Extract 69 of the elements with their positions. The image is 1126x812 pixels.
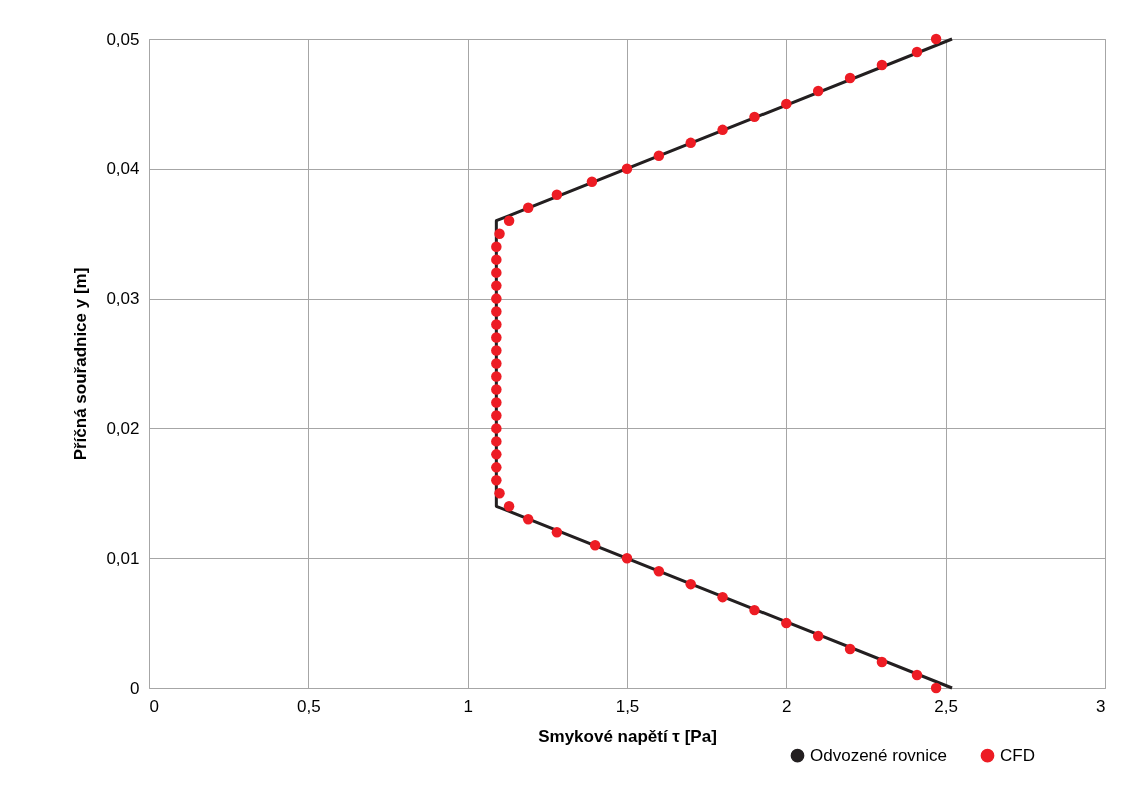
point — [876, 59, 888, 71]
point — [911, 46, 923, 58]
point — [930, 682, 942, 694]
point — [491, 293, 502, 304]
x-tick-label: 1 — [463, 696, 473, 716]
point — [876, 656, 888, 668]
y-axis-title: Příčná souřadnice y [m] — [71, 267, 91, 461]
point — [503, 501, 515, 512]
point — [491, 319, 502, 330]
point — [781, 617, 792, 629]
point — [685, 137, 696, 149]
point — [589, 539, 601, 551]
y-tick-label: 0,04 — [106, 159, 140, 179]
point — [653, 565, 665, 577]
point — [491, 241, 502, 252]
legend-label: Odvozené rovnice — [810, 745, 948, 765]
point — [930, 33, 942, 45]
point — [491, 254, 502, 265]
point — [491, 345, 502, 356]
point — [717, 124, 728, 136]
point — [491, 436, 502, 447]
point — [522, 202, 534, 213]
point — [551, 189, 563, 200]
x-tick-label: 2 — [782, 696, 792, 716]
point — [717, 591, 728, 603]
x-tick-label: 2,5 — [934, 696, 958, 716]
point — [812, 630, 824, 642]
point — [911, 669, 923, 681]
point — [653, 150, 665, 162]
point — [749, 604, 760, 616]
point — [491, 358, 502, 369]
x-axis-title: Smykové napětí τ [Pa] — [538, 726, 717, 746]
point — [491, 280, 502, 291]
y-tick-label: 0,05 — [106, 29, 140, 49]
point — [491, 332, 502, 343]
x-tick-label: 3 — [1096, 696, 1106, 716]
line-series — [494, 37, 954, 690]
y-tick-label: 0,02 — [106, 418, 140, 438]
point — [621, 552, 633, 564]
y-tick-label: 0,03 — [106, 289, 140, 309]
point — [491, 423, 502, 434]
point — [491, 475, 502, 486]
point — [503, 215, 515, 226]
point — [491, 306, 502, 317]
y-tick-label: 0 — [130, 678, 140, 698]
point — [522, 514, 534, 525]
point — [494, 228, 505, 239]
point — [491, 462, 502, 473]
point — [621, 163, 633, 175]
point — [491, 449, 502, 460]
point — [491, 397, 502, 408]
x-tick-label: 0,5 — [297, 696, 321, 716]
point — [749, 111, 760, 123]
point — [844, 643, 856, 655]
point — [491, 410, 502, 421]
point — [812, 85, 824, 97]
y-tick-label: 0,01 — [106, 548, 140, 568]
x-tick-label: 0 — [149, 696, 159, 716]
point — [491, 267, 502, 278]
point — [586, 176, 598, 188]
point — [781, 98, 792, 110]
point — [685, 578, 696, 590]
point — [494, 488, 505, 499]
point — [491, 384, 502, 395]
point — [844, 72, 856, 84]
x-tick-label: 1,5 — [615, 696, 640, 716]
point — [491, 371, 502, 382]
legend-label: CFD — [1000, 745, 1035, 765]
point — [551, 527, 563, 538]
